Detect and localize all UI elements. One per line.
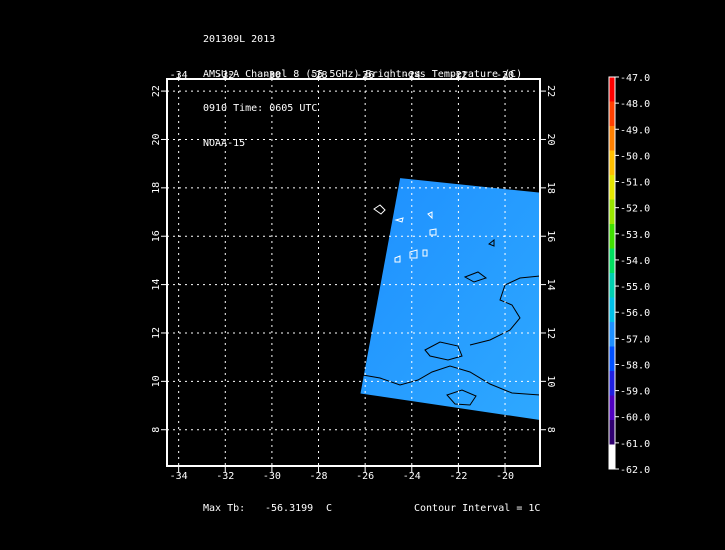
lon-label-bottom: -32 — [216, 471, 234, 482]
colorbar-segment — [609, 371, 615, 396]
lat-label-right: 8 — [545, 427, 556, 433]
swath-layer — [356, 178, 541, 421]
contour-line — [446, 389, 477, 406]
lon-label-bottom: -24 — [403, 471, 421, 482]
lon-label-top: -22 — [449, 70, 467, 81]
tick-layer — [161, 73, 546, 472]
title-line-satellite: NOAA-15 — [203, 137, 246, 149]
island-outline — [422, 249, 428, 257]
lon-label-bottom: -26 — [356, 471, 374, 482]
lon-label-top: -34 — [170, 70, 188, 81]
brightness-swath — [360, 178, 540, 421]
colorbar-label: -51.0 — [620, 178, 650, 189]
colorbar-label: -55.0 — [620, 282, 650, 293]
colorbar: -47.0 -48.0 -49.0 -50.0 -51.0 -52.0 -53.0 -54.0… — [608, 73, 650, 476]
colorbar-label: -61.0 — [620, 439, 650, 450]
contour-interval: Contour Interval = 1C — [414, 503, 541, 514]
lat-label-left: 12 — [151, 327, 162, 339]
lon-label-bottom: -22 — [449, 471, 467, 482]
contour-line — [469, 275, 541, 346]
island-outline — [409, 249, 418, 259]
colorbar-label: -48.0 — [620, 99, 650, 110]
colorbar-label: -47.0 — [620, 73, 650, 84]
lat-label-right: 12 — [545, 327, 556, 339]
colorbar-label: -62.0 — [620, 465, 650, 476]
lat-label-left: 10 — [151, 375, 162, 387]
colorbar-segment — [609, 126, 615, 151]
colorbar-segment — [609, 346, 615, 372]
colorbar-segment — [609, 150, 615, 176]
lon-label-top: -26 — [356, 70, 374, 81]
lat-label-left: 14 — [151, 279, 162, 291]
island-outline — [394, 217, 404, 223]
colorbar-label: -58.0 — [620, 360, 650, 371]
lat-label-left: 16 — [151, 230, 162, 242]
max-tb-unit: C — [326, 503, 333, 514]
axis-labels: -34 -34 -32 -32 -30 -30 -28 -28 -26 -26 -24 -24 -22 -… — [151, 70, 556, 482]
colorbar-label: -54.0 — [620, 256, 650, 267]
contour-line — [463, 271, 488, 283]
lat-label-left: 20 — [151, 133, 162, 145]
colorbar-label: -60.0 — [620, 413, 650, 424]
island-outline — [373, 204, 386, 215]
lat-label-left: 18 — [151, 182, 162, 194]
colorbar-label: -57.0 — [620, 334, 650, 345]
title-line-time: 0910 Time: 0605 UTC — [203, 103, 318, 114]
lon-label-top: -20 — [496, 70, 514, 81]
colorbar-segment — [609, 224, 615, 249]
colorbar-segment — [609, 77, 615, 102]
title-line-storm: 201309L 2013 — [203, 34, 276, 45]
colorbar-segment — [609, 395, 615, 421]
lat-label-right: 16 — [545, 230, 556, 242]
colorbar-segment — [609, 322, 615, 347]
lat-label-right: 20 — [545, 133, 556, 145]
colorbar-label: -56.0 — [620, 308, 650, 319]
max-tb-label: Max Tb: — [203, 503, 246, 514]
map-frame — [166, 78, 541, 467]
lat-label-right: 22 — [545, 85, 556, 97]
island-outline — [394, 255, 401, 263]
colorbar-frame — [608, 76, 616, 470]
lon-label-top: -28 — [310, 70, 328, 81]
colorbar-segment — [609, 444, 615, 470]
colorbar-label: -53.0 — [620, 230, 650, 241]
colorbar-segment — [609, 420, 615, 445]
island-outline — [429, 228, 437, 236]
lat-label-left: 22 — [151, 85, 162, 97]
colorbar-segment — [609, 273, 615, 298]
colorbar-segment — [609, 175, 615, 200]
colorbar-segment — [609, 101, 615, 127]
lon-label-bottom: -30 — [263, 471, 281, 482]
lon-label-bottom: -28 — [310, 471, 328, 482]
island-outline — [427, 211, 433, 220]
colorbar-segment — [609, 297, 615, 323]
colorbar-label: -59.0 — [620, 387, 650, 398]
title-line-product: AMSU-A Channel 8 (55.5GHz) Brightness Te… — [203, 68, 523, 80]
lon-label-top: -32 — [216, 70, 234, 81]
colorbar-segment — [609, 199, 615, 225]
colorbar-label: -49.0 — [620, 125, 650, 136]
lon-label-top: -24 — [403, 70, 421, 81]
lon-label-bottom: -34 — [170, 471, 188, 482]
colorbar-label: -50.0 — [620, 151, 650, 162]
lat-label-right: 18 — [545, 182, 556, 194]
contour-line — [488, 238, 495, 247]
contour-line — [424, 341, 463, 361]
title-block: 201309L 2013 AMSU-A Channel 8 (55.5GHz) … — [203, 11, 522, 161]
lat-label-left: 8 — [151, 427, 162, 433]
lon-label-top: -30 — [263, 70, 281, 81]
lon-label-bottom: -20 — [496, 471, 514, 482]
colorbar-label: -52.0 — [620, 204, 650, 215]
grid-layer — [167, 79, 540, 466]
lat-label-right: 10 — [545, 375, 556, 387]
max-tb-value: -56.3199 — [265, 503, 314, 514]
lat-label-right: 14 — [545, 279, 556, 291]
colorbar-segment — [609, 248, 615, 274]
